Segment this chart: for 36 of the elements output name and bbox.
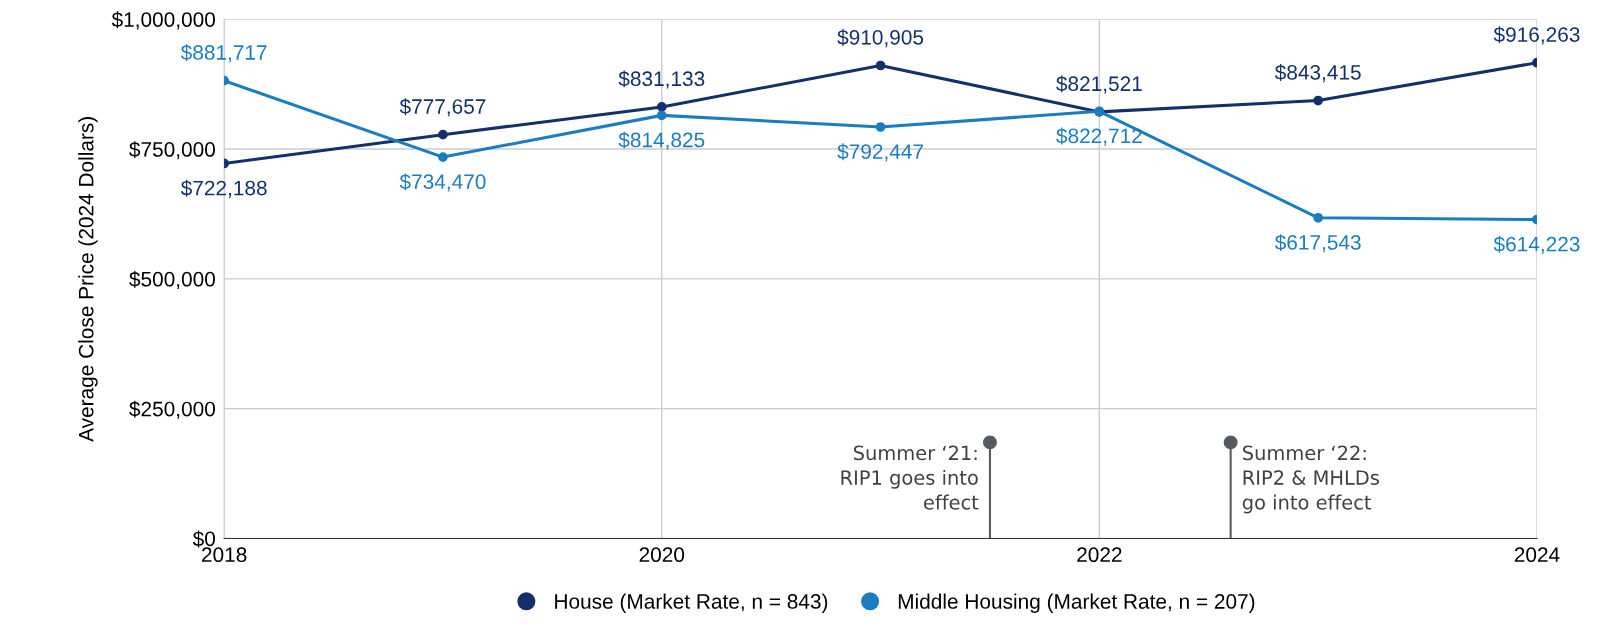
y-tick-label: $1,000,000	[111, 11, 215, 30]
data-label: $792,447	[837, 143, 923, 162]
y-tick-label: $250,000	[129, 400, 215, 419]
point	[875, 122, 886, 132]
data-label: $617,543	[1274, 234, 1361, 253]
y-axis-title: Average Close Price (2024 Dollars)	[78, 117, 98, 442]
data-label: $843,415	[1274, 64, 1361, 83]
data-label: $814,825	[618, 131, 705, 150]
y-tick-label: $0	[192, 530, 215, 548]
point	[875, 60, 886, 71]
point	[1313, 95, 1324, 106]
x-tick-label: 2020	[639, 547, 685, 563]
annotation: Summer ‘22: RIP2 & MHLDs go into effect	[1242, 445, 1379, 514]
y-tick-label: $750,000	[129, 141, 215, 160]
x-tick-label: 2018	[202, 547, 247, 563]
data-label: $734,470	[399, 173, 486, 192]
x-tick-label: 2024	[1514, 547, 1560, 563]
data-label: $777,657	[399, 98, 486, 117]
data-label: $916,263	[1493, 26, 1580, 45]
y-tick-label: $500,000	[129, 270, 215, 290]
data-label: $910,905	[837, 29, 924, 48]
data-label: $831,133	[618, 70, 705, 89]
legend-label: House (Market Rate, n = 843)	[555, 593, 828, 613]
data-label: $822,712	[1056, 127, 1142, 146]
annotation: Summer ‘21: RIP1 goes into effect	[841, 445, 979, 510]
data-label: $821,521	[1056, 75, 1142, 94]
point	[656, 110, 667, 121]
data-label: $881,717	[180, 44, 267, 63]
data-label: $722,188	[180, 179, 267, 198]
point	[1313, 212, 1324, 223]
point	[438, 129, 448, 140]
point	[656, 102, 667, 112]
data-label: $614,223	[1493, 235, 1580, 254]
legend-label: Middle Housing (Market Rate, n = 207)	[898, 593, 1255, 613]
x-tick-label: 2022	[1077, 547, 1122, 563]
point	[438, 152, 448, 162]
